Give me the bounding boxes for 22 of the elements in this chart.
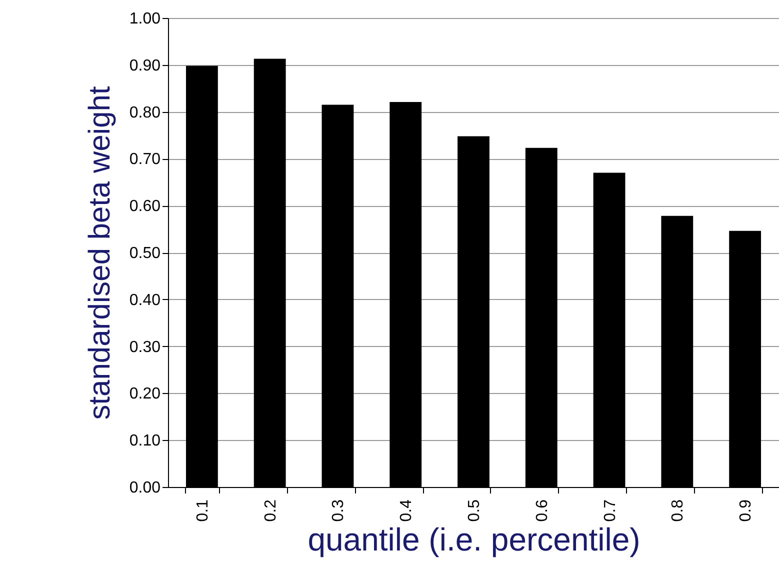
y-tick-label: 0.60 (129, 198, 161, 216)
x-axis-title: quantile (i.e. percentile) (308, 522, 640, 558)
x-tick-label: 0.7 (602, 499, 619, 522)
x-tick-label: 0.5 (466, 499, 483, 522)
y-tick-label: 0.40 (129, 292, 161, 309)
y-tick-label: 0.70 (129, 151, 161, 168)
y-axis-title: standardised beta weight (83, 86, 116, 420)
y-tick-label: 0.80 (129, 104, 161, 122)
y-tick-label: 1.00 (129, 10, 161, 28)
y-tick-label: 0.00 (129, 480, 161, 496)
x-tick-label: 0.6 (534, 499, 551, 522)
x-tick-label: 0.3 (330, 499, 348, 522)
x-tick-label: 0.2 (262, 499, 280, 522)
x-tick-label: 0.8 (670, 499, 687, 522)
y-tick-label: 0.10 (129, 432, 161, 450)
x-tick-label: 0.1 (194, 499, 212, 522)
y-tick-label: 0.20 (129, 386, 161, 403)
x-tick-label: 0.9 (738, 499, 755, 522)
y-tick-label: 0.90 (129, 57, 161, 74)
x-tick-label: 0.4 (398, 499, 416, 522)
y-tick-label: 0.30 (129, 338, 161, 356)
y-tick-label: 0.50 (129, 245, 161, 262)
